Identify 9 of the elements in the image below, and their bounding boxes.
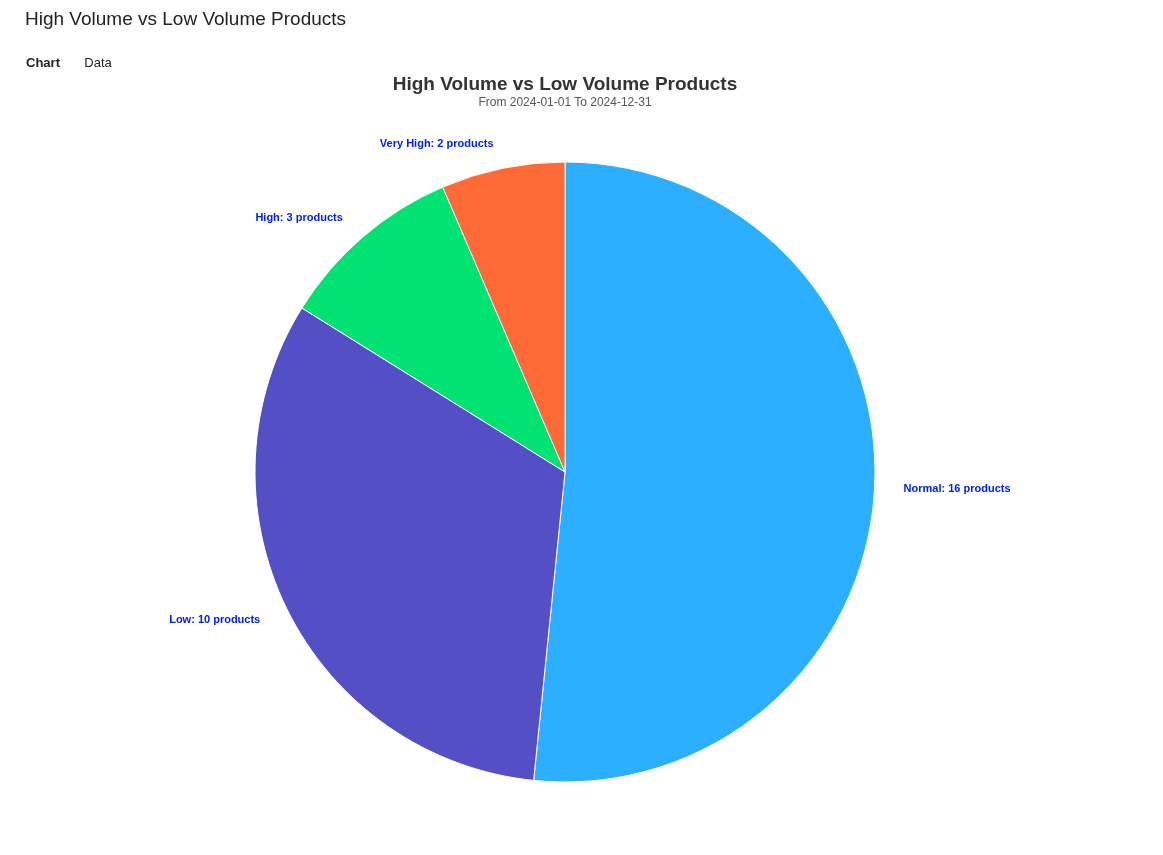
slice-label: Low: 10 products xyxy=(169,612,261,625)
text: Data xyxy=(84,55,113,70)
slice-label: High: 3 products xyxy=(255,210,343,223)
chart-title: High Volume vs Low Volume Products xyxy=(392,73,738,94)
slice-label: Very High: 2 products xyxy=(379,136,494,149)
text: High Volume vs Low Volume Products xyxy=(25,8,347,29)
chart-subtitle: From 2024-01-01 To 2024-12-31 xyxy=(478,95,652,109)
text: Chart xyxy=(26,55,61,70)
slice-label: Normal: 16 products xyxy=(903,481,1011,494)
